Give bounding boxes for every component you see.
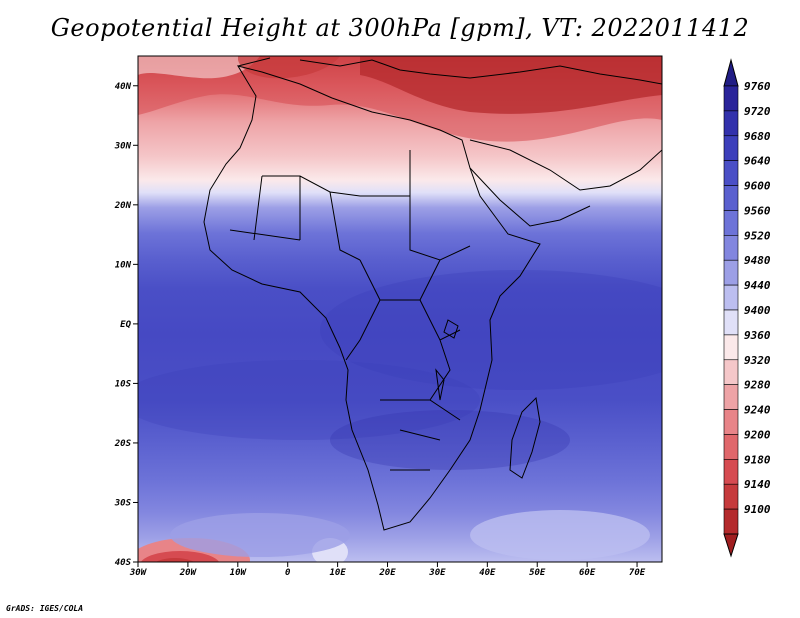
colorbar-label: 9140 [744, 478, 771, 491]
colorbar-swatch [723, 110, 739, 137]
lat-tick-label: EQ [120, 320, 131, 330]
colorbar-swatch [723, 135, 739, 161]
colorbar-label: 9680 [744, 130, 771, 143]
colorbar-swatch [723, 160, 739, 186]
colorbar-swatch [723, 483, 739, 510]
colorbar-swatch [723, 459, 739, 485]
lon-tick-label: 70E [629, 568, 646, 578]
colorbar-label: 9440 [744, 279, 771, 292]
lat-tick-label: 20N [114, 201, 132, 211]
colorbar-swatch [723, 85, 739, 112]
lon-tick-label: 50E [529, 568, 546, 578]
colorbar-label: 9720 [744, 105, 771, 118]
colorbar-swatch [723, 508, 739, 535]
lon-tick-label: 40E [479, 568, 496, 578]
lat-tick-label: 10N [115, 260, 132, 270]
lon-tick-label: 10E [329, 568, 346, 578]
lat-axis: 40N 30N 20N 10N EQ 10S 20S 30S 40S [114, 82, 138, 568]
colorbar-label: 9100 [744, 503, 771, 516]
lat-tick-label: 40N [115, 82, 132, 92]
colorbar-label: 9200 [744, 428, 771, 441]
colorbar-label: 9520 [744, 229, 771, 242]
lon-tick-label: 10W [230, 568, 248, 578]
lon-tick-label: 60E [579, 568, 596, 578]
lon-tick-label: 30E [428, 568, 446, 578]
colorbar-swatch [723, 210, 739, 236]
lat-tick-label: 30S [114, 498, 132, 508]
colorbar-label: 9600 [744, 180, 771, 193]
lat-tick-label: 40S [115, 558, 132, 568]
colorbar-label: 9320 [744, 354, 771, 367]
colorbar-swatch [723, 359, 739, 385]
colorbar-label: 9560 [744, 204, 771, 217]
height-field [138, 56, 662, 562]
lon-tick-label: 20W [179, 568, 198, 578]
colorbar-swatch [723, 284, 739, 311]
colorbar-label: 9180 [744, 453, 771, 466]
colorbar-swatch [723, 185, 739, 211]
lon-tick-label: 30W [129, 568, 148, 578]
colorbar-label: 9240 [744, 404, 771, 417]
map-frame [137, 55, 663, 563]
page-title: Geopotential Height at 300hPa [gpm], VT:… [50, 14, 750, 42]
colorbar-label: 9400 [744, 304, 771, 317]
colorbar-swatch [723, 434, 739, 460]
colorbar-swatch [723, 384, 739, 410]
colorbar-swatch [723, 259, 739, 286]
coastlines [203, 57, 662, 531]
lon-axis: 30W 20W 10W 0 10E 20E 30E 40E 50E 60E 70E [129, 562, 646, 578]
lat-tick-label: 10S [115, 379, 132, 389]
lat-tick-label: 20S [114, 439, 132, 449]
lon-tick-label: 20E [378, 568, 396, 578]
colorbar-label: 9760 [744, 80, 771, 93]
colorbar-bottom-arrow [723, 533, 739, 558]
colorbar-label: 9360 [744, 329, 771, 342]
lat-tick-label: 30N [114, 141, 132, 151]
credit-label: GrADS: IGES/COLA [6, 604, 84, 613]
lon-tick-label: 0 [285, 568, 291, 578]
colorbar-swatch [723, 235, 739, 261]
colorbar-label: 9640 [744, 155, 771, 168]
colorbar-swatch [723, 309, 739, 336]
colorbar-swatch [723, 409, 739, 435]
colorbar: 9760 9720 9680 9640 9600 9560 9520 9480 9440 9400… [723, 58, 771, 558]
colorbar-swatch [723, 334, 739, 361]
colorbar-label: 9280 [744, 379, 771, 392]
colorbar-top-arrow [723, 58, 739, 87]
colorbar-label: 9480 [744, 254, 771, 267]
